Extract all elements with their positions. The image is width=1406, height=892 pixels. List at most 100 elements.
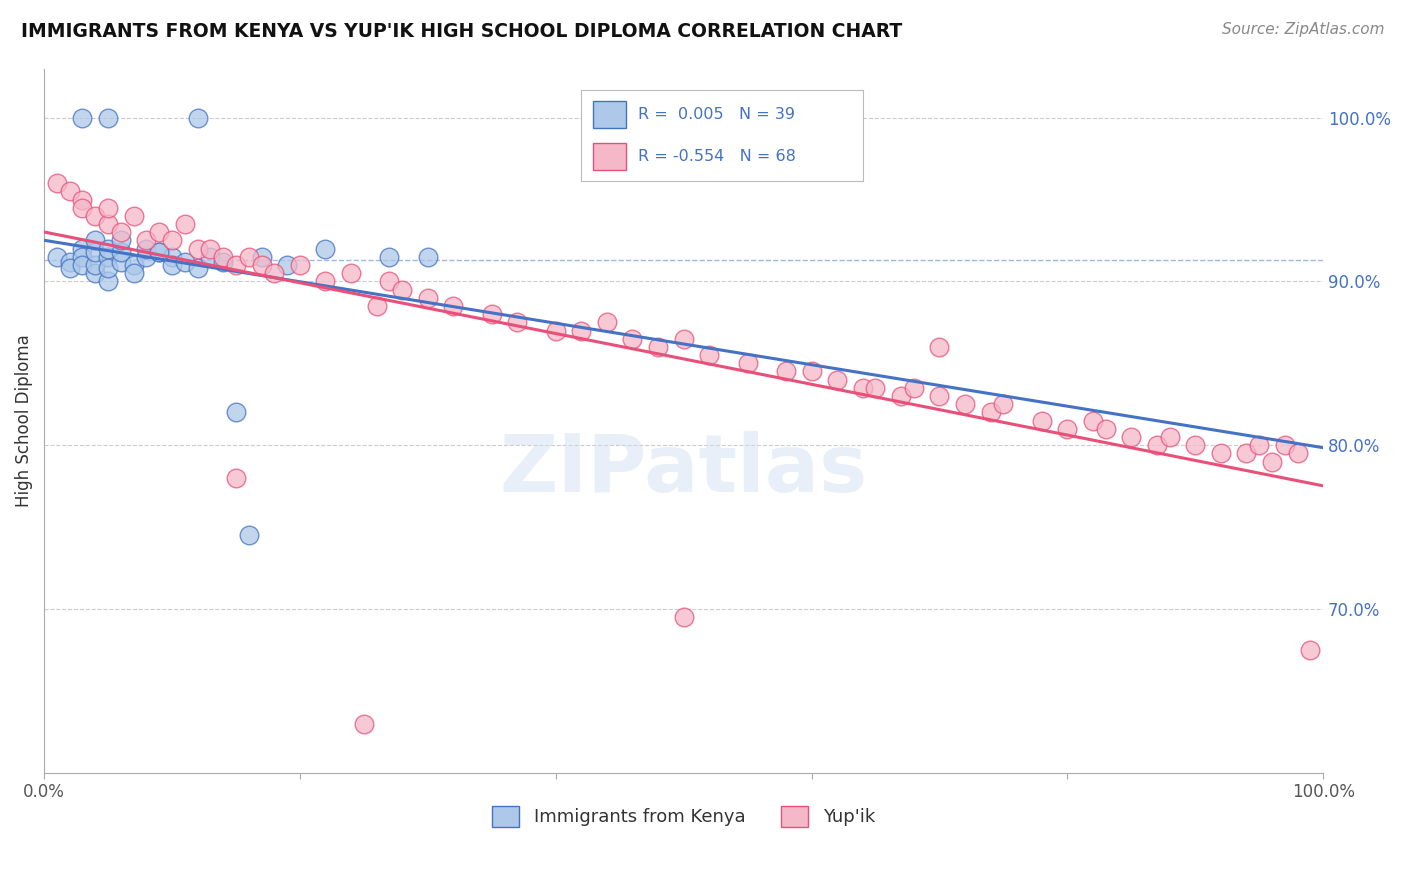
Point (1056, 422, 1078, 436)
Point (1234, 446, 1257, 460)
Point (800, 364, 823, 378)
Point (1286, 446, 1309, 460)
Point (1249, 438, 1271, 452)
Point (72, 242, 94, 256)
Point (250, 258, 273, 272)
Point (72, 201, 94, 215)
Point (122, 209, 145, 223)
Point (72, 193, 94, 207)
Point (45, 176, 67, 190)
Text: IMMIGRANTS FROM KENYA VS YUP'IK HIGH SCHOOL DIPLOMA CORRELATION CHART: IMMIGRANTS FROM KENYA VS YUP'IK HIGH SCH… (21, 22, 903, 41)
Point (97, 217, 120, 231)
Point (391, 283, 413, 297)
Point (187, 242, 209, 256)
Text: ZIPatlas: ZIPatlas (499, 431, 868, 509)
Point (1081, 414, 1104, 428)
Point (148, 244, 170, 259)
Point (315, 242, 337, 256)
Point (187, 111, 209, 125)
Point (1184, 438, 1206, 452)
Point (416, 250, 439, 264)
Point (647, 340, 669, 354)
Point (97, 242, 120, 256)
Point (928, 389, 950, 403)
Point (45, 250, 67, 264)
Point (481, 307, 503, 321)
Point (569, 324, 592, 338)
Point (315, 274, 337, 288)
Point (110, 254, 132, 268)
Point (97, 111, 120, 125)
Point (1146, 438, 1168, 452)
Point (697, 348, 720, 362)
Point (928, 340, 950, 354)
Point (160, 258, 183, 272)
Point (72, 111, 94, 125)
Point (173, 254, 195, 268)
Point (378, 250, 401, 264)
Point (59, 185, 82, 199)
Point (122, 266, 145, 280)
Point (135, 242, 157, 256)
Point (110, 225, 132, 239)
Point (97, 250, 120, 264)
Point (263, 266, 285, 280)
Legend: Immigrants from Kenya, Yup'ik: Immigrants from Kenya, Yup'ik (485, 799, 883, 834)
Point (238, 528, 260, 542)
Point (72, 250, 94, 264)
Point (84, 258, 107, 272)
Point (737, 356, 759, 370)
Point (1159, 430, 1181, 444)
Point (506, 315, 529, 329)
Point (250, 250, 273, 264)
Point (852, 381, 875, 395)
Point (416, 291, 439, 305)
Point (84, 244, 107, 259)
Point (110, 244, 132, 259)
Point (160, 250, 183, 264)
Point (276, 258, 298, 272)
Point (200, 242, 222, 256)
Point (672, 610, 695, 624)
Point (353, 716, 375, 731)
Point (238, 250, 260, 264)
Point (1031, 414, 1053, 428)
Point (135, 250, 157, 264)
Point (378, 274, 401, 288)
Point (84, 209, 107, 223)
Point (187, 261, 209, 276)
Point (225, 471, 247, 485)
Point (200, 250, 222, 264)
Point (135, 234, 157, 248)
Point (59, 254, 82, 268)
Point (1121, 430, 1143, 444)
Point (97, 261, 120, 276)
Text: Source: ZipAtlas.com: Source: ZipAtlas.com (1222, 22, 1385, 37)
Point (84, 234, 107, 248)
Point (97, 274, 120, 288)
Point (212, 250, 235, 264)
Y-axis label: High School Diploma: High School Diploma (15, 334, 32, 507)
Point (441, 299, 464, 313)
Point (97, 201, 120, 215)
Point (148, 225, 170, 239)
Point (1261, 454, 1284, 468)
Point (825, 373, 848, 387)
Point (775, 364, 797, 378)
Point (340, 266, 363, 280)
Point (1209, 446, 1232, 460)
Point (1094, 422, 1116, 436)
Point (122, 258, 145, 272)
Point (980, 405, 1002, 419)
Point (288, 258, 311, 272)
Point (890, 389, 912, 403)
Point (110, 234, 132, 248)
Point (225, 405, 247, 419)
Point (212, 254, 235, 268)
Point (366, 299, 388, 313)
Point (1274, 438, 1296, 452)
Point (672, 332, 695, 346)
Point (59, 261, 82, 276)
Point (160, 234, 183, 248)
Point (225, 258, 247, 272)
